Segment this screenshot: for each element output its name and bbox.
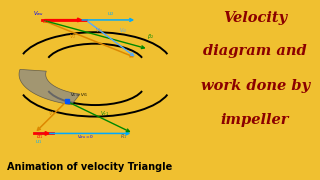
Text: $V_1$: $V_1$ — [48, 109, 55, 118]
Text: diagram and: diagram and — [203, 44, 307, 58]
Text: Velocity: Velocity — [223, 11, 287, 25]
Text: impeller: impeller — [221, 113, 290, 127]
Text: $V_1{=}V_{f1}$: $V_1{=}V_{f1}$ — [70, 92, 89, 99]
Text: $\alpha_1$: $\alpha_1$ — [36, 133, 44, 141]
Text: $u_2$: $u_2$ — [107, 10, 114, 18]
Text: $V_{wu}{=}0$: $V_{wu}{=}0$ — [77, 133, 94, 141]
Text: $\beta_2$: $\beta_2$ — [147, 32, 154, 41]
Text: $V_{f2}$: $V_{f2}$ — [95, 26, 103, 35]
Text: $V_{wu}$: $V_{wu}$ — [33, 9, 44, 18]
Text: $V_{r1}$: $V_{r1}$ — [100, 109, 109, 118]
Text: Animation of velocity Triangle: Animation of velocity Triangle — [7, 162, 172, 172]
Text: $\alpha_2$: $\alpha_2$ — [42, 18, 49, 26]
Text: $R_1$: $R_1$ — [120, 132, 127, 141]
Text: $u_1$: $u_1$ — [35, 138, 42, 145]
Polygon shape — [19, 69, 80, 105]
Text: $V_{r2}$: $V_{r2}$ — [119, 26, 128, 35]
Text: work done by: work done by — [201, 79, 310, 93]
Text: $V_2$: $V_2$ — [68, 32, 76, 41]
